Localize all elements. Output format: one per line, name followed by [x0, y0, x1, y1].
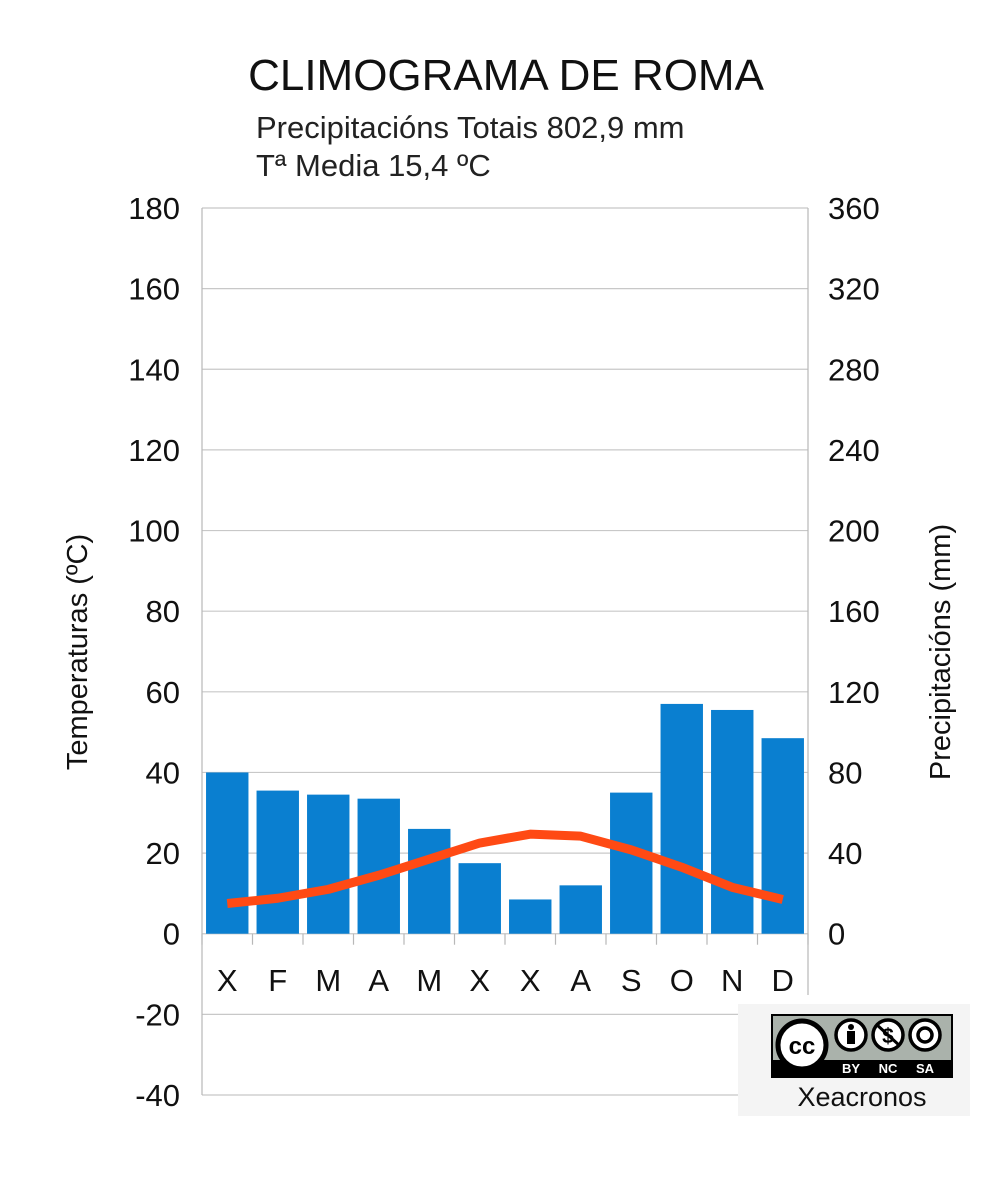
- chart-subtitle-temperature: Tª Media 15,4 ºC: [256, 148, 491, 183]
- precipitation-bar: [711, 709, 754, 934]
- precipitation-bar: [408, 828, 451, 934]
- precipitation-bar: [610, 792, 653, 934]
- by-label: BY: [842, 1061, 860, 1076]
- axes: [201, 208, 809, 1095]
- y-tick-label: 180: [128, 191, 180, 226]
- y-tick-label: 140: [128, 352, 180, 387]
- noncommercial-icon: $: [871, 1018, 905, 1052]
- chart-title: CLIMOGRAMA DE ROMA: [248, 51, 764, 100]
- y2-tick-label: 320: [828, 272, 880, 307]
- temperature-line: [226, 829, 784, 908]
- precipitation-bar: [256, 790, 299, 934]
- precipitation-bars: [206, 703, 804, 934]
- precipitation-bar: [458, 863, 501, 934]
- x-category-label: D: [772, 963, 794, 998]
- y2-tick-label: 240: [828, 433, 880, 468]
- precipitation-bar: [509, 899, 552, 934]
- x-category-label: M: [315, 963, 341, 998]
- x-category-label: A: [570, 963, 591, 998]
- y-tick-label: 60: [146, 675, 180, 710]
- attribution-icon: [834, 1018, 868, 1052]
- gridlines: [202, 207, 808, 1096]
- x-category-label: O: [670, 963, 694, 998]
- precipitation-bar: [307, 794, 350, 934]
- y2-tick-label: 160: [828, 594, 880, 629]
- y-tick-label: -20: [135, 997, 180, 1032]
- y-tick-label: 20: [146, 836, 180, 871]
- x-category-label: X: [520, 963, 541, 998]
- sa-label: SA: [916, 1061, 935, 1076]
- y2-tick-label: 0: [828, 917, 845, 952]
- y2-tick-label: 200: [828, 514, 880, 549]
- y2-axis-title: Precipitacións (mm): [925, 524, 957, 780]
- precipitation-bar: [559, 885, 602, 934]
- y-tick-label: 40: [146, 755, 180, 790]
- y2-tick-label: 40: [828, 836, 862, 871]
- y-axis-title: Temperaturas (ºC): [62, 534, 94, 770]
- y-tick-label: 120: [128, 433, 180, 468]
- precipitation-bar: [761, 738, 804, 934]
- y2-tick-label: 80: [828, 755, 862, 790]
- cc-logo-icon: [775, 1018, 829, 1072]
- y2-tick-label: 360: [828, 191, 880, 226]
- temperature-line-path: [226, 829, 784, 908]
- x-category-label: S: [621, 963, 642, 998]
- y-tick-label: 80: [146, 594, 180, 629]
- y-tick-label: 0: [163, 917, 180, 952]
- x-category-label: X: [217, 963, 238, 998]
- x-category-label: F: [268, 963, 287, 998]
- y2-tick-label: 280: [828, 352, 880, 387]
- cc-logo-text: cc: [789, 1033, 816, 1060]
- nc-label: NC: [879, 1061, 898, 1076]
- license-author: Xeacronos: [797, 1082, 926, 1112]
- x-category-label: M: [416, 963, 442, 998]
- x-category-label: A: [368, 963, 389, 998]
- precipitation-bar: [660, 703, 703, 934]
- license-badge: cc $ BY NC SA Xeacronos: [738, 1004, 970, 1116]
- x-category-label: N: [721, 963, 743, 998]
- tick-labels: -40 -20 0 20 40 60 80 100 120 140 160 180 0 40 80 120 16…: [128, 191, 879, 1113]
- y-tick-label: -40: [135, 1078, 180, 1113]
- y2-tick-label: 120: [828, 675, 880, 710]
- y-tick-label: 160: [128, 272, 180, 307]
- chart-subtitle-precipitation: Precipitacións Totais 802,9 mm: [256, 110, 684, 145]
- precipitation-bar: [206, 772, 249, 934]
- x-category-label: X: [469, 963, 490, 998]
- sharealike-icon: [908, 1018, 942, 1052]
- y-tick-label: 100: [128, 514, 180, 549]
